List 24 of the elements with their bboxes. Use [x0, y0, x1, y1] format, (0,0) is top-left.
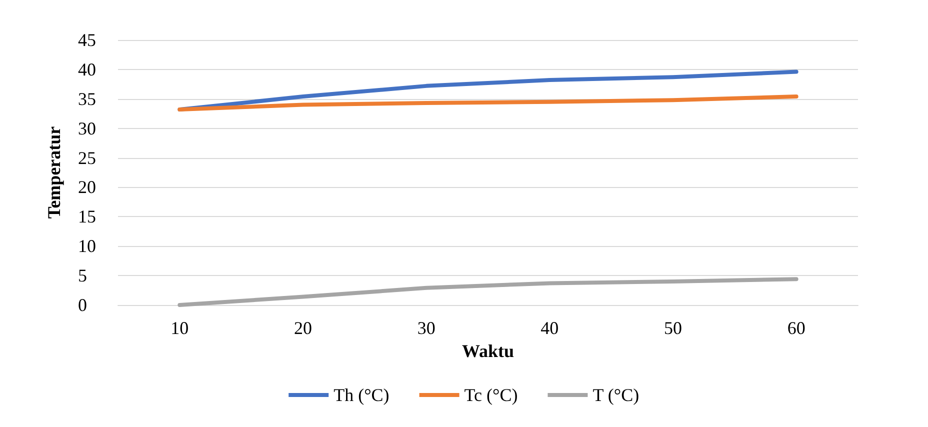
line-series [178, 94, 798, 112]
y-tick-label: 40 [78, 59, 96, 80]
y-tick-label: 20 [78, 177, 96, 198]
legend-label: T (°C) [592, 385, 640, 405]
y-tick-label: 0 [78, 295, 87, 315]
line-series [178, 277, 798, 307]
x-tick-label: 20 [294, 318, 312, 338]
y-tick-label: 35 [78, 88, 96, 109]
y-tick-label: 15 [78, 206, 96, 227]
legend-label: Tc (°C) [464, 385, 518, 405]
x-tick-label: 60 [787, 318, 806, 338]
y-tick-label: 10 [78, 236, 96, 256]
y-axis-title: Temperatur [44, 126, 64, 219]
y-tick-label: 45 [78, 30, 96, 50]
x-tick-label: 50 [664, 318, 682, 338]
x-tick-label: 30 [417, 318, 436, 338]
y-tick-label: 30 [78, 118, 96, 138]
legend-label: Th (°C) [334, 385, 390, 405]
y-tick-label: 25 [78, 148, 96, 168]
x-tick-label: 40 [540, 318, 559, 338]
line-series [178, 70, 798, 112]
x-tick-label: 10 [170, 318, 189, 338]
y-tick-label: 5 [78, 266, 87, 286]
x-axis-title: Waktu [462, 340, 514, 361]
